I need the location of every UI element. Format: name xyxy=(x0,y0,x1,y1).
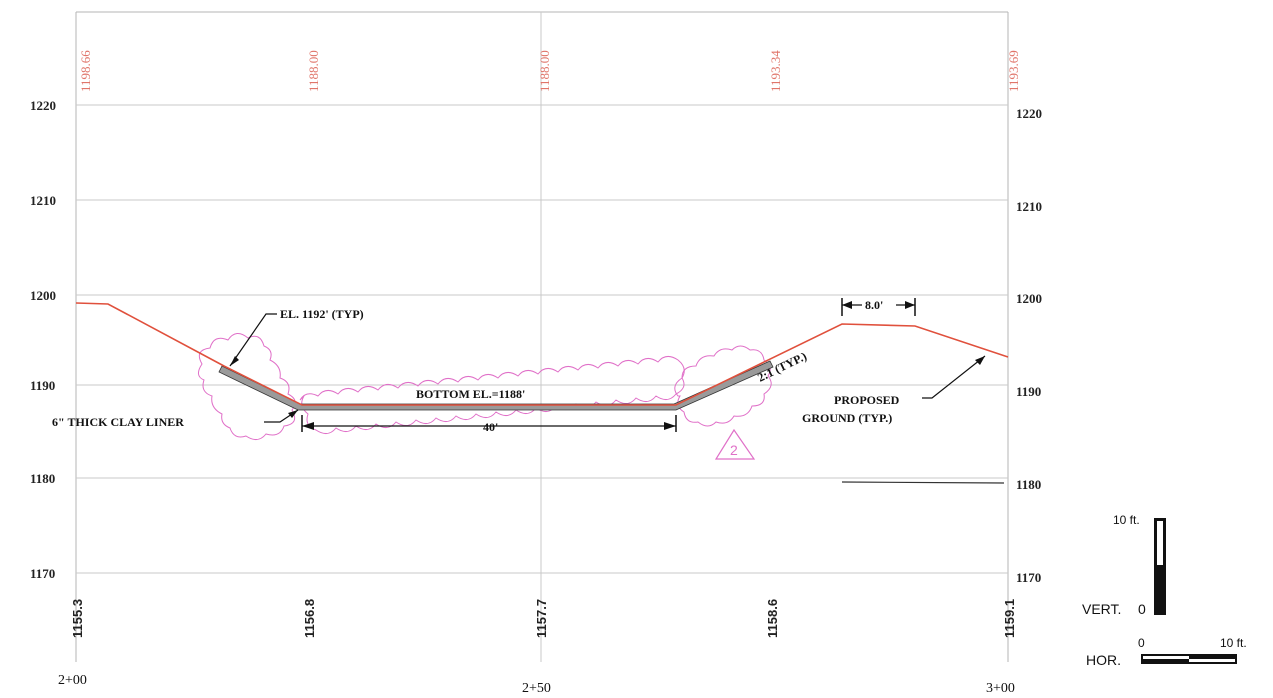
proposed-elev-2: 1188.00 xyxy=(537,50,552,92)
proposed-elev-3: 1193.34 xyxy=(768,50,783,92)
existing-ground-segment xyxy=(841,481,1005,484)
left-elev-1220: 1220 xyxy=(30,98,56,113)
existing-elevation-labels: 1155.3 1156.8 1157.7 1158.6 1159.1 xyxy=(70,599,1017,638)
left-elev-1170: 1170 xyxy=(30,566,55,581)
vertical-scale-bar: 10 ft. VERT. 0 xyxy=(1082,513,1166,617)
station-2-50: 2+50 xyxy=(522,681,551,696)
hor-scale-end: 10 ft. xyxy=(1220,636,1247,650)
existing-elev-2: 1157.7 xyxy=(534,599,549,638)
proposed-ground-line xyxy=(75,302,1009,406)
vert-scale-top-label: 10 ft. xyxy=(1113,513,1140,527)
el-typ-leader xyxy=(229,313,277,367)
station-2-00: 2+00 xyxy=(58,673,87,688)
bottom-el-note: BOTTOM EL.=1188' xyxy=(416,387,525,401)
right-elevation-labels: 1220 1210 1200 1190 1180 1170 xyxy=(1016,106,1042,585)
proposed-elev-4: 1193.69 xyxy=(1006,50,1021,92)
left-elevation-labels: 1220 1210 1200 1190 1180 1170 xyxy=(30,98,56,581)
horizontal-scale-bar: HOR. 0 10 ft. xyxy=(1086,636,1247,668)
annotations: EL. 1192' (TYP) 6" THICK CLAY LINER BOTT… xyxy=(52,298,986,434)
existing-elev-1: 1156.8 xyxy=(302,599,317,638)
berm-arrow-left xyxy=(842,301,852,309)
proposed-ground-note-line-1: PROPOSED xyxy=(834,393,900,407)
hor-scale-label: HOR. xyxy=(1086,652,1121,668)
bottom-width-label: 40' xyxy=(483,420,498,434)
plot-frame xyxy=(75,11,1009,662)
clay-liner xyxy=(218,360,774,411)
existing-elev-0: 1155.3 xyxy=(70,599,85,638)
right-elev-1210: 1210 xyxy=(1016,199,1042,214)
left-elev-1210: 1210 xyxy=(30,193,56,208)
clay-liner-note: 6" THICK CLAY LINER xyxy=(52,415,184,429)
existing-elev-4: 1159.1 xyxy=(1002,599,1017,638)
left-elev-1180: 1180 xyxy=(30,471,55,486)
station-labels: 2+00 2+50 3+00 xyxy=(58,673,1015,696)
proposed-ground-leader xyxy=(922,355,986,399)
existing-elev-3: 1158.6 xyxy=(765,599,780,638)
right-elev-1220: 1220 xyxy=(1016,106,1042,121)
right-elev-1190: 1190 xyxy=(1016,384,1041,399)
revision-number: 2 xyxy=(730,442,738,458)
proposed-elev-1: 1188.00 xyxy=(306,50,321,92)
left-elev-1190: 1190 xyxy=(30,378,55,393)
right-elev-1170: 1170 xyxy=(1016,570,1041,585)
revision-marker: 2 xyxy=(714,428,756,460)
left-elev-1200: 1200 xyxy=(30,288,56,303)
bottom-width-arrow-left xyxy=(302,422,314,430)
revision-clouds xyxy=(198,333,772,440)
vert-scale-zero: 0 xyxy=(1138,601,1146,617)
right-elev-1200: 1200 xyxy=(1016,291,1042,306)
berm-width-label: 8.0' xyxy=(865,298,883,312)
el-typ-arrowhead xyxy=(230,356,239,366)
vert-scale-bar-white-segment xyxy=(1157,521,1163,565)
el-typ-note: EL. 1192' (TYP) xyxy=(280,307,364,321)
hor-scale-bar-white-segment-2 xyxy=(1189,659,1235,662)
right-elev-1180: 1180 xyxy=(1016,477,1041,492)
proposed-elevation-labels: 1198.66 1188.00 1188.00 1193.34 1193.69 xyxy=(78,50,1021,92)
bottom-width-arrow-right xyxy=(664,422,676,430)
clay-liner-arrowhead xyxy=(288,410,298,418)
elevation-grid xyxy=(76,104,1008,574)
hor-scale-bar-white-segment-1 xyxy=(1143,656,1189,659)
berm-arrow-right xyxy=(905,301,915,309)
revision-cloud-left-slope xyxy=(198,333,296,440)
proposed-ground-note-line-2: GROUND (TYP.) xyxy=(802,411,892,425)
revision-triangle-icon xyxy=(714,428,756,460)
proposed-elev-0: 1198.66 xyxy=(78,50,93,92)
station-3-00: 3+00 xyxy=(986,681,1015,696)
proposed-ground-arrowhead xyxy=(975,356,985,365)
revision-cloud-bottom xyxy=(299,356,685,434)
revision-cloud-right-slope xyxy=(674,345,772,427)
vert-scale-label: VERT. xyxy=(1082,601,1121,617)
hor-scale-zero: 0 xyxy=(1138,636,1145,650)
